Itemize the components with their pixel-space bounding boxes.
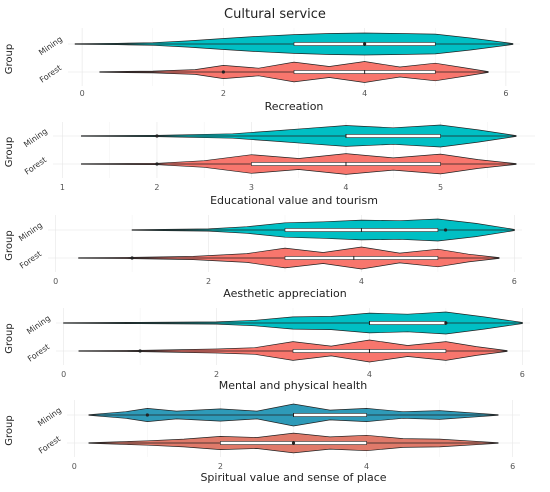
x-tick-label: 1: [60, 183, 65, 192]
x-tick-label: 5: [438, 183, 443, 192]
x-axis-title: Recreation: [265, 100, 324, 113]
x-tick-label: 6: [520, 370, 525, 379]
mean-point: [443, 228, 448, 232]
group-label: Forest: [38, 63, 63, 84]
mean-point: [155, 162, 159, 166]
violin-panel: Mining Forest Group 1 2 3 4 5 Educational value …: [4, 122, 535, 207]
x-tick-label: 6: [510, 462, 515, 471]
y-axis-title: Group: [4, 137, 15, 167]
iqr-box: [345, 134, 441, 138]
figure-title: Cultural service: [224, 7, 326, 22]
group-label: Mining: [37, 35, 64, 58]
iqr-box: [284, 256, 439, 260]
y-axis-title: Group: [4, 230, 15, 260]
mean-point: [291, 441, 296, 445]
x-tick-label: 0: [53, 277, 58, 286]
iqr-box: [293, 413, 367, 417]
group-label: Mining: [22, 127, 49, 150]
x-tick-label: 2: [206, 277, 211, 286]
x-tick-label: 3: [249, 183, 254, 192]
group-label: Forest: [23, 155, 48, 176]
y-axis-title: Group: [4, 415, 15, 445]
group-label: Forest: [18, 249, 43, 270]
x-tick-label: 4: [362, 89, 367, 98]
violin-panel: Mining Forest Group 0 2 4 6 Spiritual value and…: [4, 400, 520, 484]
mean-point: [130, 256, 134, 260]
x-axis-title: Spiritual value and sense of place: [200, 471, 386, 484]
x-tick-label: 0: [72, 462, 77, 471]
x-tick-label: 2: [214, 370, 219, 379]
x-tick-label: 2: [218, 462, 223, 471]
violin-panel: Mining Forest Group 0 2 4 6 Mental and physical…: [4, 308, 530, 392]
x-tick-label: 0: [61, 370, 66, 379]
y-axis-title: Group: [4, 44, 15, 74]
violin-panel: Mining Forest Group 0 2 4 6 Recreation: [4, 28, 520, 113]
x-axis-title: Aesthetic appreciation: [223, 287, 346, 300]
group-label: Forest: [26, 342, 51, 363]
x-tick-label: 2: [221, 89, 226, 98]
mean-point: [155, 134, 159, 138]
group-label: Mining: [17, 221, 44, 244]
group-label: Mining: [36, 406, 63, 429]
x-tick-label: 2: [154, 183, 159, 192]
group-label: Mining: [25, 314, 52, 337]
mean-point: [221, 70, 225, 74]
mean-point: [138, 349, 142, 353]
iqr-box: [369, 321, 447, 325]
x-tick-label: 6: [503, 89, 508, 98]
x-tick-label: 0: [80, 89, 85, 98]
x-axis-title: Mental and physical health: [219, 379, 367, 392]
mean-point: [363, 42, 367, 46]
x-tick-label: 6: [512, 277, 517, 286]
x-tick-label: 4: [343, 183, 348, 192]
x-tick-label: 4: [359, 277, 364, 286]
x-tick-label: 4: [367, 370, 372, 379]
mean-point: [145, 413, 149, 417]
mean-point: [444, 321, 448, 325]
group-label: Forest: [37, 434, 62, 455]
x-axis-title: Educational value and tourism: [210, 194, 378, 207]
y-axis-title: Group: [4, 323, 15, 353]
x-tick-label: 4: [364, 462, 369, 471]
